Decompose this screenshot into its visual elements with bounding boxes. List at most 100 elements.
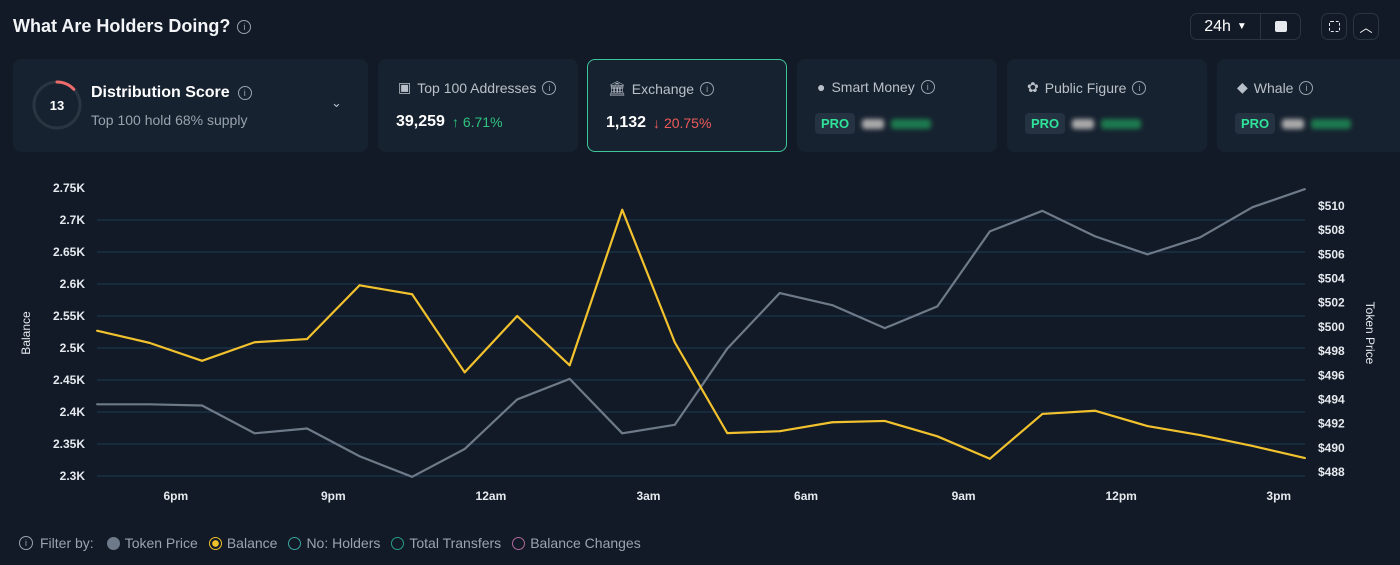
card-label: Whale — [1253, 79, 1294, 96]
legend-item-no-holders[interactable]: No: Holders — [288, 535, 380, 551]
blurred-value — [1072, 118, 1095, 129]
chevron-up-icon: ︿ — [1359, 20, 1373, 35]
pro-badge[interactable]: PRO — [815, 113, 856, 134]
filter-label: Filter by: — [40, 535, 94, 551]
y-tick-label: 2.6K — [60, 277, 86, 291]
distribution-score-card[interactable]: 13 Distribution Score i Top 100 hold 68% … — [13, 59, 368, 152]
info-icon[interactable]: i — [237, 19, 252, 34]
balance-point — [726, 432, 729, 435]
legend-label: No: Holders — [306, 535, 381, 551]
calendar-icon — [1274, 21, 1287, 32]
card-label: Exchange — [631, 80, 695, 97]
score-value: 13 — [50, 98, 64, 113]
token-price-point — [411, 475, 414, 478]
toggle-dot-icon — [512, 536, 526, 550]
x-tick-label: 9pm — [321, 489, 346, 503]
balance-point — [568, 364, 571, 367]
chevron-down-icon[interactable]: ⌄ — [331, 95, 342, 110]
balance-point — [883, 419, 886, 422]
card-exchange[interactable]: 🏛︎ Exchange i 1,132 ↓ 20.75% — [587, 59, 787, 152]
balance-point — [516, 315, 519, 317]
balance-point — [411, 293, 414, 296]
token-price-point — [988, 230, 991, 233]
balance-point — [1093, 409, 1096, 412]
blurred-value — [862, 118, 885, 129]
token-price-point — [463, 448, 466, 451]
token-price-point — [778, 292, 781, 295]
fullscreen-icon — [1328, 21, 1340, 32]
info-icon[interactable]: i — [700, 81, 715, 96]
section-title: What Are Holders Doing? i — [13, 16, 252, 37]
fullscreen-button[interactable] — [1321, 13, 1347, 40]
token-price-point — [306, 427, 309, 430]
toggle-dot-icon — [106, 536, 120, 550]
legend-item-balance[interactable]: Balance — [208, 535, 278, 551]
pro-badge[interactable]: PRO — [1025, 113, 1066, 134]
wallet-icon: ▣ — [398, 79, 412, 95]
balance-point — [306, 338, 309, 341]
legend-item-token-price[interactable]: Token Price — [106, 535, 198, 551]
bank-icon: 🏛︎ — [608, 80, 626, 96]
card-label: Smart Money — [831, 79, 915, 95]
y2-tick-label: $508 — [1318, 223, 1345, 237]
card-top-100-addresses[interactable]: ▣ Top 100 Addresses i 39,259 ↑ 6.71% — [378, 59, 578, 152]
calendar-button[interactable] — [1261, 21, 1300, 32]
caret-down-icon: ▼ — [1236, 21, 1247, 32]
change-value: 6.71% — [462, 114, 503, 130]
score-subtitle: Top 100 hold 68% supply — [91, 112, 248, 128]
card-whale[interactable]: ◆ Whale i PRO — [1217, 59, 1400, 152]
info-icon[interactable]: i — [237, 86, 252, 100]
balance-point — [1304, 457, 1306, 460]
y2-tick-label: $490 — [1318, 441, 1345, 455]
holders-chart[interactable]: Balance Token Price 2.75K 2.7K 2.65K 2.6K 2.… — [0, 160, 1400, 520]
balance-point — [358, 284, 361, 287]
balance-point — [988, 457, 991, 460]
card-public-figure[interactable]: ✿ Public Figure i PRO — [1007, 59, 1207, 152]
pro-badge[interactable]: PRO — [1235, 113, 1276, 134]
token-price-point — [883, 327, 886, 330]
info-icon[interactable]: i — [1132, 80, 1147, 95]
card-label: Public Figure — [1044, 79, 1127, 96]
info-icon[interactable]: i — [920, 80, 935, 94]
token-price-point — [726, 347, 729, 350]
y-tick-label: 2.7K — [60, 213, 86, 227]
token-price-point — [96, 403, 98, 406]
balance-point — [253, 341, 256, 344]
card-value: 39,259 — [396, 113, 445, 130]
balance-point — [201, 359, 204, 362]
y2-tick-label: $492 — [1318, 417, 1345, 431]
whale-icon: ◆ — [1237, 79, 1248, 95]
legend-item-balance-changes[interactable]: Balance Changes — [512, 535, 641, 551]
legend-label: Balance — [226, 535, 278, 551]
info-icon[interactable]: i — [19, 536, 33, 550]
timeframe-dropdown[interactable]: 24h ▼ — [1191, 14, 1261, 39]
score-title: Distribution Score — [91, 84, 230, 101]
score-ring: 13 — [32, 80, 82, 130]
info-icon[interactable]: i — [1299, 80, 1314, 95]
y2-tick-label: $488 — [1318, 465, 1345, 479]
token-price-point — [148, 403, 151, 406]
balance-point — [673, 341, 676, 344]
y-tick-label: 2.5K — [60, 341, 86, 355]
token-price-point — [1251, 206, 1254, 209]
y-tick-label: 2.75K — [53, 181, 85, 195]
legend-item-total-transfers[interactable]: Total Transfers — [391, 535, 501, 551]
token-price-point — [1093, 235, 1096, 238]
token-price-point — [621, 432, 624, 435]
card-change: ↓ 20.75% — [653, 115, 712, 131]
card-smart-money[interactable]: ● Smart Money i PRO — [797, 59, 997, 152]
sunglasses-icon: ● — [817, 79, 826, 95]
blurred-change — [891, 118, 932, 129]
card-value: 1,132 — [606, 114, 647, 131]
info-icon[interactable]: i — [542, 80, 557, 95]
timeframe-group: 24h ▼ — [1190, 13, 1301, 40]
token-price-point — [253, 432, 256, 435]
balance-point — [1251, 444, 1254, 447]
y-tick-label: 2.45K — [53, 373, 85, 387]
balance-point — [96, 329, 98, 332]
collapse-button[interactable]: ︿ — [1353, 13, 1379, 40]
x-tick-label: 6am — [794, 489, 818, 503]
legend-label: Token Price — [124, 535, 198, 551]
balance-point — [936, 435, 939, 438]
y-tick-label: 2.4K — [60, 405, 86, 419]
